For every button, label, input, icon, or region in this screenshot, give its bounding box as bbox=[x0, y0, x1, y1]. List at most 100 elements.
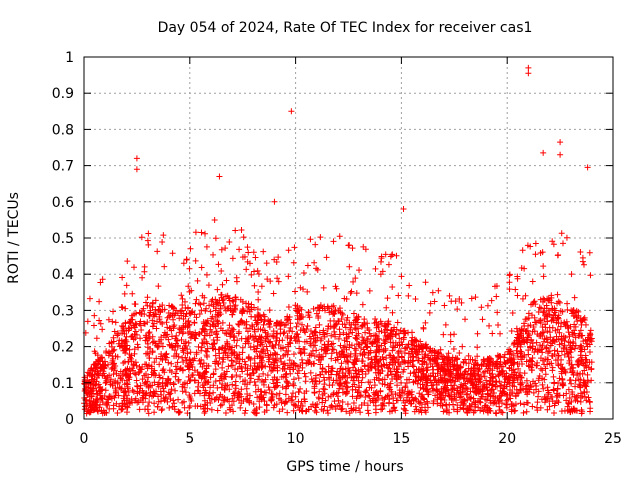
data-point bbox=[233, 342, 240, 349]
data-point bbox=[171, 347, 178, 354]
data-point bbox=[199, 382, 206, 389]
data-point bbox=[143, 361, 150, 368]
data-point bbox=[212, 296, 219, 303]
data-point bbox=[567, 408, 574, 415]
data-point bbox=[569, 391, 576, 398]
data-point bbox=[191, 311, 198, 318]
data-point bbox=[539, 357, 546, 364]
data-point bbox=[161, 397, 168, 404]
data-point bbox=[157, 388, 164, 395]
data-point bbox=[210, 251, 217, 258]
data-point bbox=[510, 371, 517, 378]
data-point bbox=[324, 330, 331, 337]
data-point bbox=[311, 385, 318, 392]
data-point bbox=[432, 392, 439, 399]
data-point bbox=[179, 301, 186, 308]
data-point bbox=[408, 341, 415, 348]
data-point bbox=[406, 389, 413, 396]
data-point bbox=[585, 394, 592, 401]
data-point bbox=[396, 335, 403, 342]
data-point bbox=[558, 370, 565, 377]
data-point bbox=[587, 272, 594, 279]
data-point bbox=[161, 306, 168, 313]
data-point bbox=[346, 263, 353, 270]
data-point bbox=[525, 351, 532, 358]
data-point bbox=[393, 252, 400, 259]
data-point bbox=[139, 376, 146, 383]
data-point bbox=[394, 382, 401, 389]
data-point bbox=[328, 402, 335, 409]
data-point bbox=[489, 381, 496, 388]
data-point bbox=[502, 360, 509, 367]
data-point bbox=[457, 364, 464, 371]
data-point-outlier bbox=[442, 321, 449, 328]
data-point bbox=[258, 316, 265, 323]
data-point bbox=[549, 305, 556, 312]
data-point bbox=[311, 353, 318, 360]
data-point-outlier bbox=[216, 173, 223, 180]
data-point bbox=[139, 394, 146, 401]
data-point bbox=[241, 358, 248, 365]
data-point bbox=[241, 410, 248, 417]
data-point bbox=[328, 308, 335, 315]
data-point bbox=[262, 335, 269, 342]
data-point bbox=[88, 365, 95, 372]
data-point bbox=[515, 372, 522, 379]
data-point bbox=[293, 330, 300, 337]
data-point bbox=[429, 289, 436, 296]
data-point bbox=[484, 302, 491, 309]
data-point bbox=[444, 378, 451, 385]
data-point bbox=[169, 333, 176, 340]
y-tick-label: 0.9 bbox=[52, 86, 74, 102]
data-point bbox=[478, 362, 485, 369]
data-point bbox=[352, 350, 359, 357]
data-point bbox=[372, 397, 379, 404]
data-point bbox=[156, 374, 163, 381]
data-point bbox=[387, 253, 394, 260]
data-point bbox=[166, 404, 173, 411]
data-point bbox=[155, 306, 162, 313]
data-point bbox=[244, 308, 251, 315]
data-point bbox=[350, 359, 357, 366]
data-point bbox=[145, 241, 152, 248]
data-point bbox=[219, 319, 226, 326]
data-point bbox=[568, 361, 575, 368]
data-point bbox=[564, 300, 571, 307]
data-point bbox=[193, 331, 200, 338]
data-point bbox=[469, 384, 476, 391]
data-point bbox=[206, 332, 213, 339]
data-point bbox=[424, 404, 431, 411]
data-point bbox=[569, 331, 576, 338]
data-point bbox=[231, 392, 238, 399]
data-point bbox=[516, 337, 523, 344]
data-point bbox=[571, 294, 578, 301]
data-point bbox=[586, 330, 593, 337]
data-point bbox=[186, 364, 193, 371]
data-point bbox=[97, 361, 104, 368]
data-point bbox=[582, 321, 589, 328]
data-point bbox=[297, 284, 304, 291]
data-point bbox=[171, 305, 178, 312]
data-point bbox=[566, 377, 573, 384]
data-point bbox=[394, 319, 401, 326]
data-point bbox=[307, 369, 314, 376]
data-point bbox=[583, 356, 590, 363]
data-point bbox=[522, 386, 529, 393]
data-point bbox=[419, 381, 426, 388]
data-point bbox=[555, 399, 562, 406]
data-point bbox=[306, 358, 313, 365]
data-point bbox=[497, 382, 504, 389]
data-point bbox=[487, 392, 494, 399]
data-point bbox=[271, 256, 278, 263]
data-point bbox=[260, 394, 267, 401]
data-point bbox=[285, 303, 292, 310]
data-point bbox=[247, 344, 254, 351]
data-point bbox=[327, 317, 334, 324]
y-tick-label: 1 bbox=[65, 50, 74, 66]
x-axis-label: GPS time / hours bbox=[286, 459, 403, 475]
data-point bbox=[462, 368, 469, 375]
data-point bbox=[435, 287, 442, 294]
data-point bbox=[358, 358, 365, 365]
data-point bbox=[405, 292, 412, 299]
data-point bbox=[155, 379, 162, 386]
